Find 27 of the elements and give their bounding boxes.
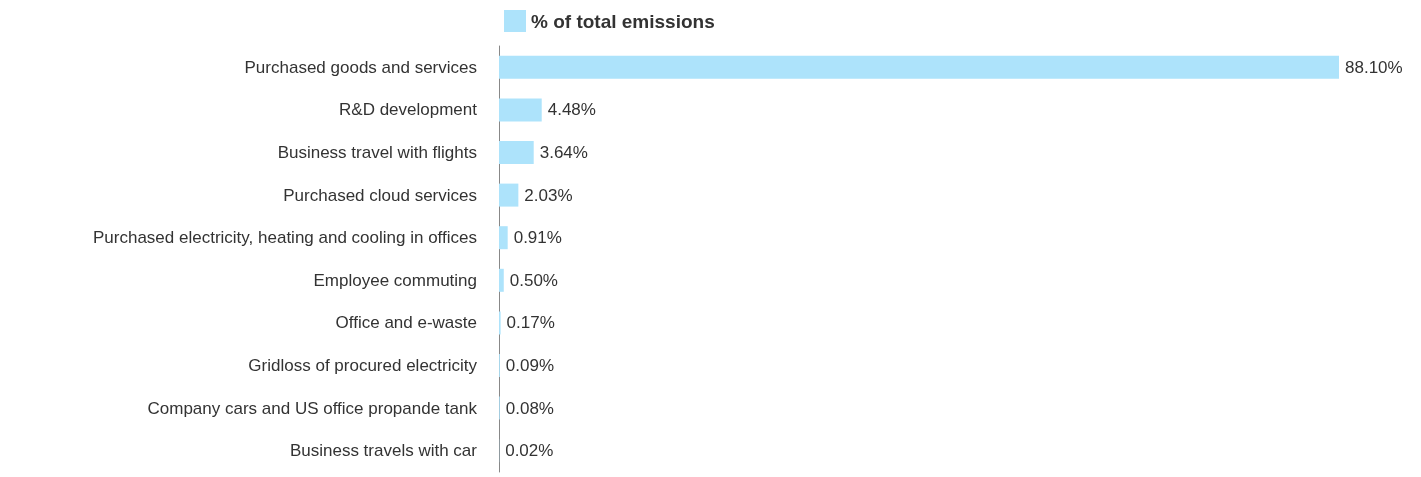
y-tick-label: Purchased electricity, heating and cooling in offices — [93, 228, 477, 248]
bar — [499, 55, 1339, 79]
y-tick-label: Company cars and US office propande tank — [147, 398, 478, 418]
bar — [499, 268, 504, 292]
data-label: 0.08% — [505, 398, 554, 418]
y-tick-label: Office and e-waste — [335, 313, 477, 333]
legend-label: % of total emissions — [531, 10, 715, 32]
y-tick-label: Employee commuting — [313, 270, 477, 290]
y-tick-label: R&D development — [339, 100, 478, 120]
data-label: 3.64% — [539, 143, 588, 162]
bar — [499, 98, 542, 122]
bar — [499, 141, 534, 164]
bar — [499, 183, 519, 207]
data-label: 0.02% — [505, 441, 554, 461]
data-label: 0.09% — [505, 356, 555, 375]
y-tick-label: Purchased cloud services — [283, 185, 477, 205]
data-label: 0.50% — [509, 270, 558, 290]
bar — [499, 226, 508, 250]
y-tick-label: Purchased goods and services — [244, 57, 477, 77]
data-label: 4.48% — [547, 100, 596, 120]
y-tick-label: Business travels with car — [289, 441, 478, 461]
data-label: 0.17% — [506, 313, 555, 333]
data-label: 2.03% — [524, 185, 573, 205]
data-label: 88.10% — [1345, 57, 1403, 77]
data-label: 0.91% — [513, 228, 562, 248]
y-tick-label: Business travel with flights — [277, 143, 477, 162]
y-tick-label: Gridloss of procured electricity — [248, 356, 478, 375]
